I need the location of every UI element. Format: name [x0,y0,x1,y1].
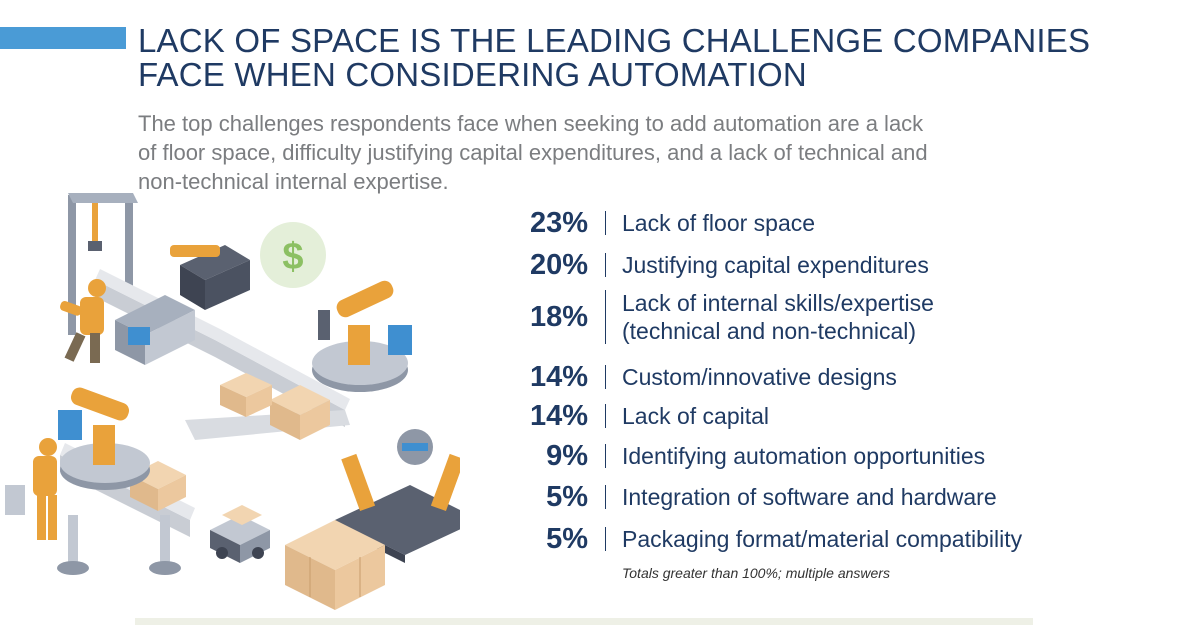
worker-icon [5,438,57,540]
footnote: Totals greater than 100%; multiple answe… [622,565,890,581]
challenge-label: Custom/innovative designs [622,363,897,391]
challenge-row: 23% Lack of floor space [500,206,1060,239]
challenge-label: Integration of software and hardware [622,483,997,511]
challenge-row: 5% Packaging format/material compatibilit… [500,522,1060,555]
challenge-label: Lack of capital [622,402,769,430]
challenge-percent: 20% [529,248,588,281]
robot-arm-icon [312,280,412,392]
subtitle: The top challenges respondents face when… [138,109,1018,196]
challenge-label-line: Lack of floor space [622,210,816,236]
challenge-percent: 14% [529,360,588,393]
subtitle-line-1: The top challenges respondents face when… [138,111,924,136]
robot-arm-icon [58,387,150,490]
row-separator [605,290,606,344]
dollar-symbol: $ [282,236,303,278]
subtitle-line-3: non-technical internal expertise. [138,169,449,194]
challenge-percent: 5% [546,522,588,555]
challenge-label-line: Packaging format/material compatibility [622,526,1023,552]
challenge-label-line: Justifying capital expenditures [622,252,929,278]
page-title: LACK OF SPACE IS THE LEADING CHALLENGE C… [138,24,1090,92]
row-separator [605,253,606,277]
challenge-row: 20% Justifying capital expenditures [500,248,1060,281]
challenge-row: 5% Integration of software and hardware [500,480,1060,513]
row-separator [605,444,606,468]
challenge-row: 14% Custom/innovative designs [500,360,1060,393]
challenge-row: 9% Identifying automation opportunities [500,439,1060,472]
machine-station [115,245,250,365]
challenge-label-line: (technical and non-technical) [622,318,917,344]
row-separator [605,527,606,551]
box-icon [220,373,272,417]
bottom-band [135,618,1033,625]
challenge-percent: 9% [546,439,588,472]
challenge-row: 14% Lack of capital [500,399,1060,432]
title-line-2: FACE WHEN CONSIDERING AUTOMATION [138,56,807,93]
title-line-1: LACK OF SPACE IS THE LEADING CHALLENGE C… [138,22,1091,59]
challenge-label: Lack of floor space [622,209,815,237]
box-icon [270,385,330,440]
accent-bar [0,27,126,49]
challenge-row: 18% Lack of internal skills/expertise (tec… [500,289,1060,345]
challenge-label-line: Lack of internal skills/expertise [622,290,934,316]
challenge-label: Packaging format/material compatibility [622,525,1022,553]
gantry-crane [68,193,138,335]
challenge-percent: 5% [546,480,588,513]
challenge-label: Justifying capital expenditures [622,251,929,279]
challenge-label-line: Integration of software and hardware [622,484,997,510]
dollar-icon: $ [260,222,326,288]
challenge-percent: 14% [529,399,588,432]
row-separator [605,485,606,509]
challenge-label: Identifying automation opportunities [622,442,985,470]
challenge-label: Lack of internal skills/expertise (techni… [622,289,934,345]
pallet-stack-icon [285,520,385,610]
row-separator [605,211,606,235]
subtitle-line-2: of floor space, difficulty justifying ca… [138,140,928,165]
challenge-percent: 18% [529,300,588,333]
row-separator [605,365,606,389]
row-separator [605,404,606,428]
challenge-label-line: Custom/innovative designs [622,364,897,390]
factory-automation-illustration: $ [5,193,460,610]
challenge-label-line: Identifying automation opportunities [622,443,986,469]
agv-robot-icon [210,505,270,563]
challenge-label-line: Lack of capital [622,403,770,429]
challenge-percent: 23% [529,206,588,239]
worker-icon [60,279,106,363]
support-post [57,515,181,575]
